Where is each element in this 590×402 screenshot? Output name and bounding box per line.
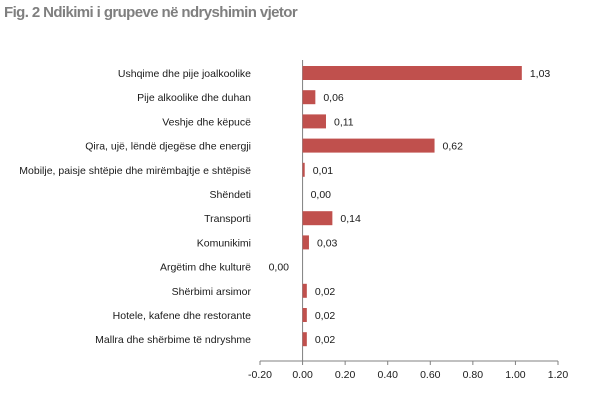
bar	[302, 211, 333, 226]
chart-title: Fig. 2 Ndikimi i grupeve në ndryshimin v…	[4, 4, 298, 21]
category-label: Komunikimi	[197, 237, 251, 249]
category-label: Transporti	[204, 213, 251, 225]
category-label: Veshje dhe këpucë	[162, 116, 251, 128]
bar	[302, 114, 326, 129]
data-label: 0,02	[315, 310, 336, 322]
data-label: 0,62	[443, 141, 464, 153]
bar	[302, 138, 435, 153]
bar	[302, 90, 316, 105]
data-label: 0,11	[334, 116, 354, 128]
x-tick-label: 0.20	[335, 369, 356, 381]
category-label: Hotele, kafene dhe restorante	[113, 310, 252, 322]
bar	[302, 332, 307, 347]
category-label: Mobilje, paisje shtëpie dhe mirëmbajtje …	[19, 165, 251, 177]
data-label: 0,00	[311, 189, 332, 201]
data-label: 0,01	[313, 165, 334, 177]
x-tick-label: 1.20	[548, 369, 569, 381]
data-label: 0,00	[269, 262, 290, 274]
bar	[302, 162, 305, 177]
data-label: 0,14	[340, 213, 361, 225]
category-label: Pije alkoolike dhe duhan	[137, 92, 251, 104]
category-label: Shërbimi arsimor	[172, 286, 252, 298]
bar	[302, 66, 522, 80]
data-label: 1,03	[530, 68, 551, 80]
bar	[302, 308, 307, 322]
data-label: 0,02	[315, 334, 336, 346]
x-tick-label: 1.00	[505, 369, 526, 381]
category-label: Shëndeti	[210, 189, 251, 201]
category-label: Argëtim dhe kulturë	[160, 262, 251, 274]
x-tick-label: 0.00	[292, 369, 313, 381]
data-label: 0,06	[323, 92, 344, 104]
x-tick-label: -0.20	[248, 369, 272, 381]
x-tick-label: 0.80	[463, 369, 484, 381]
x-tick-label: 0.60	[420, 369, 441, 381]
data-label: 0,03	[317, 237, 338, 249]
category-label: Mallra dhe shërbime të ndryshme	[95, 334, 251, 346]
category-label: Ushqime dhe pije joalkoolike	[118, 68, 251, 80]
category-label: Qira, ujë, lëndë djegëse dhe energji	[85, 141, 251, 153]
bar	[302, 235, 309, 250]
bar	[302, 283, 307, 298]
x-tick-label: 0.40	[377, 369, 398, 381]
data-label: 0,02	[315, 286, 336, 298]
